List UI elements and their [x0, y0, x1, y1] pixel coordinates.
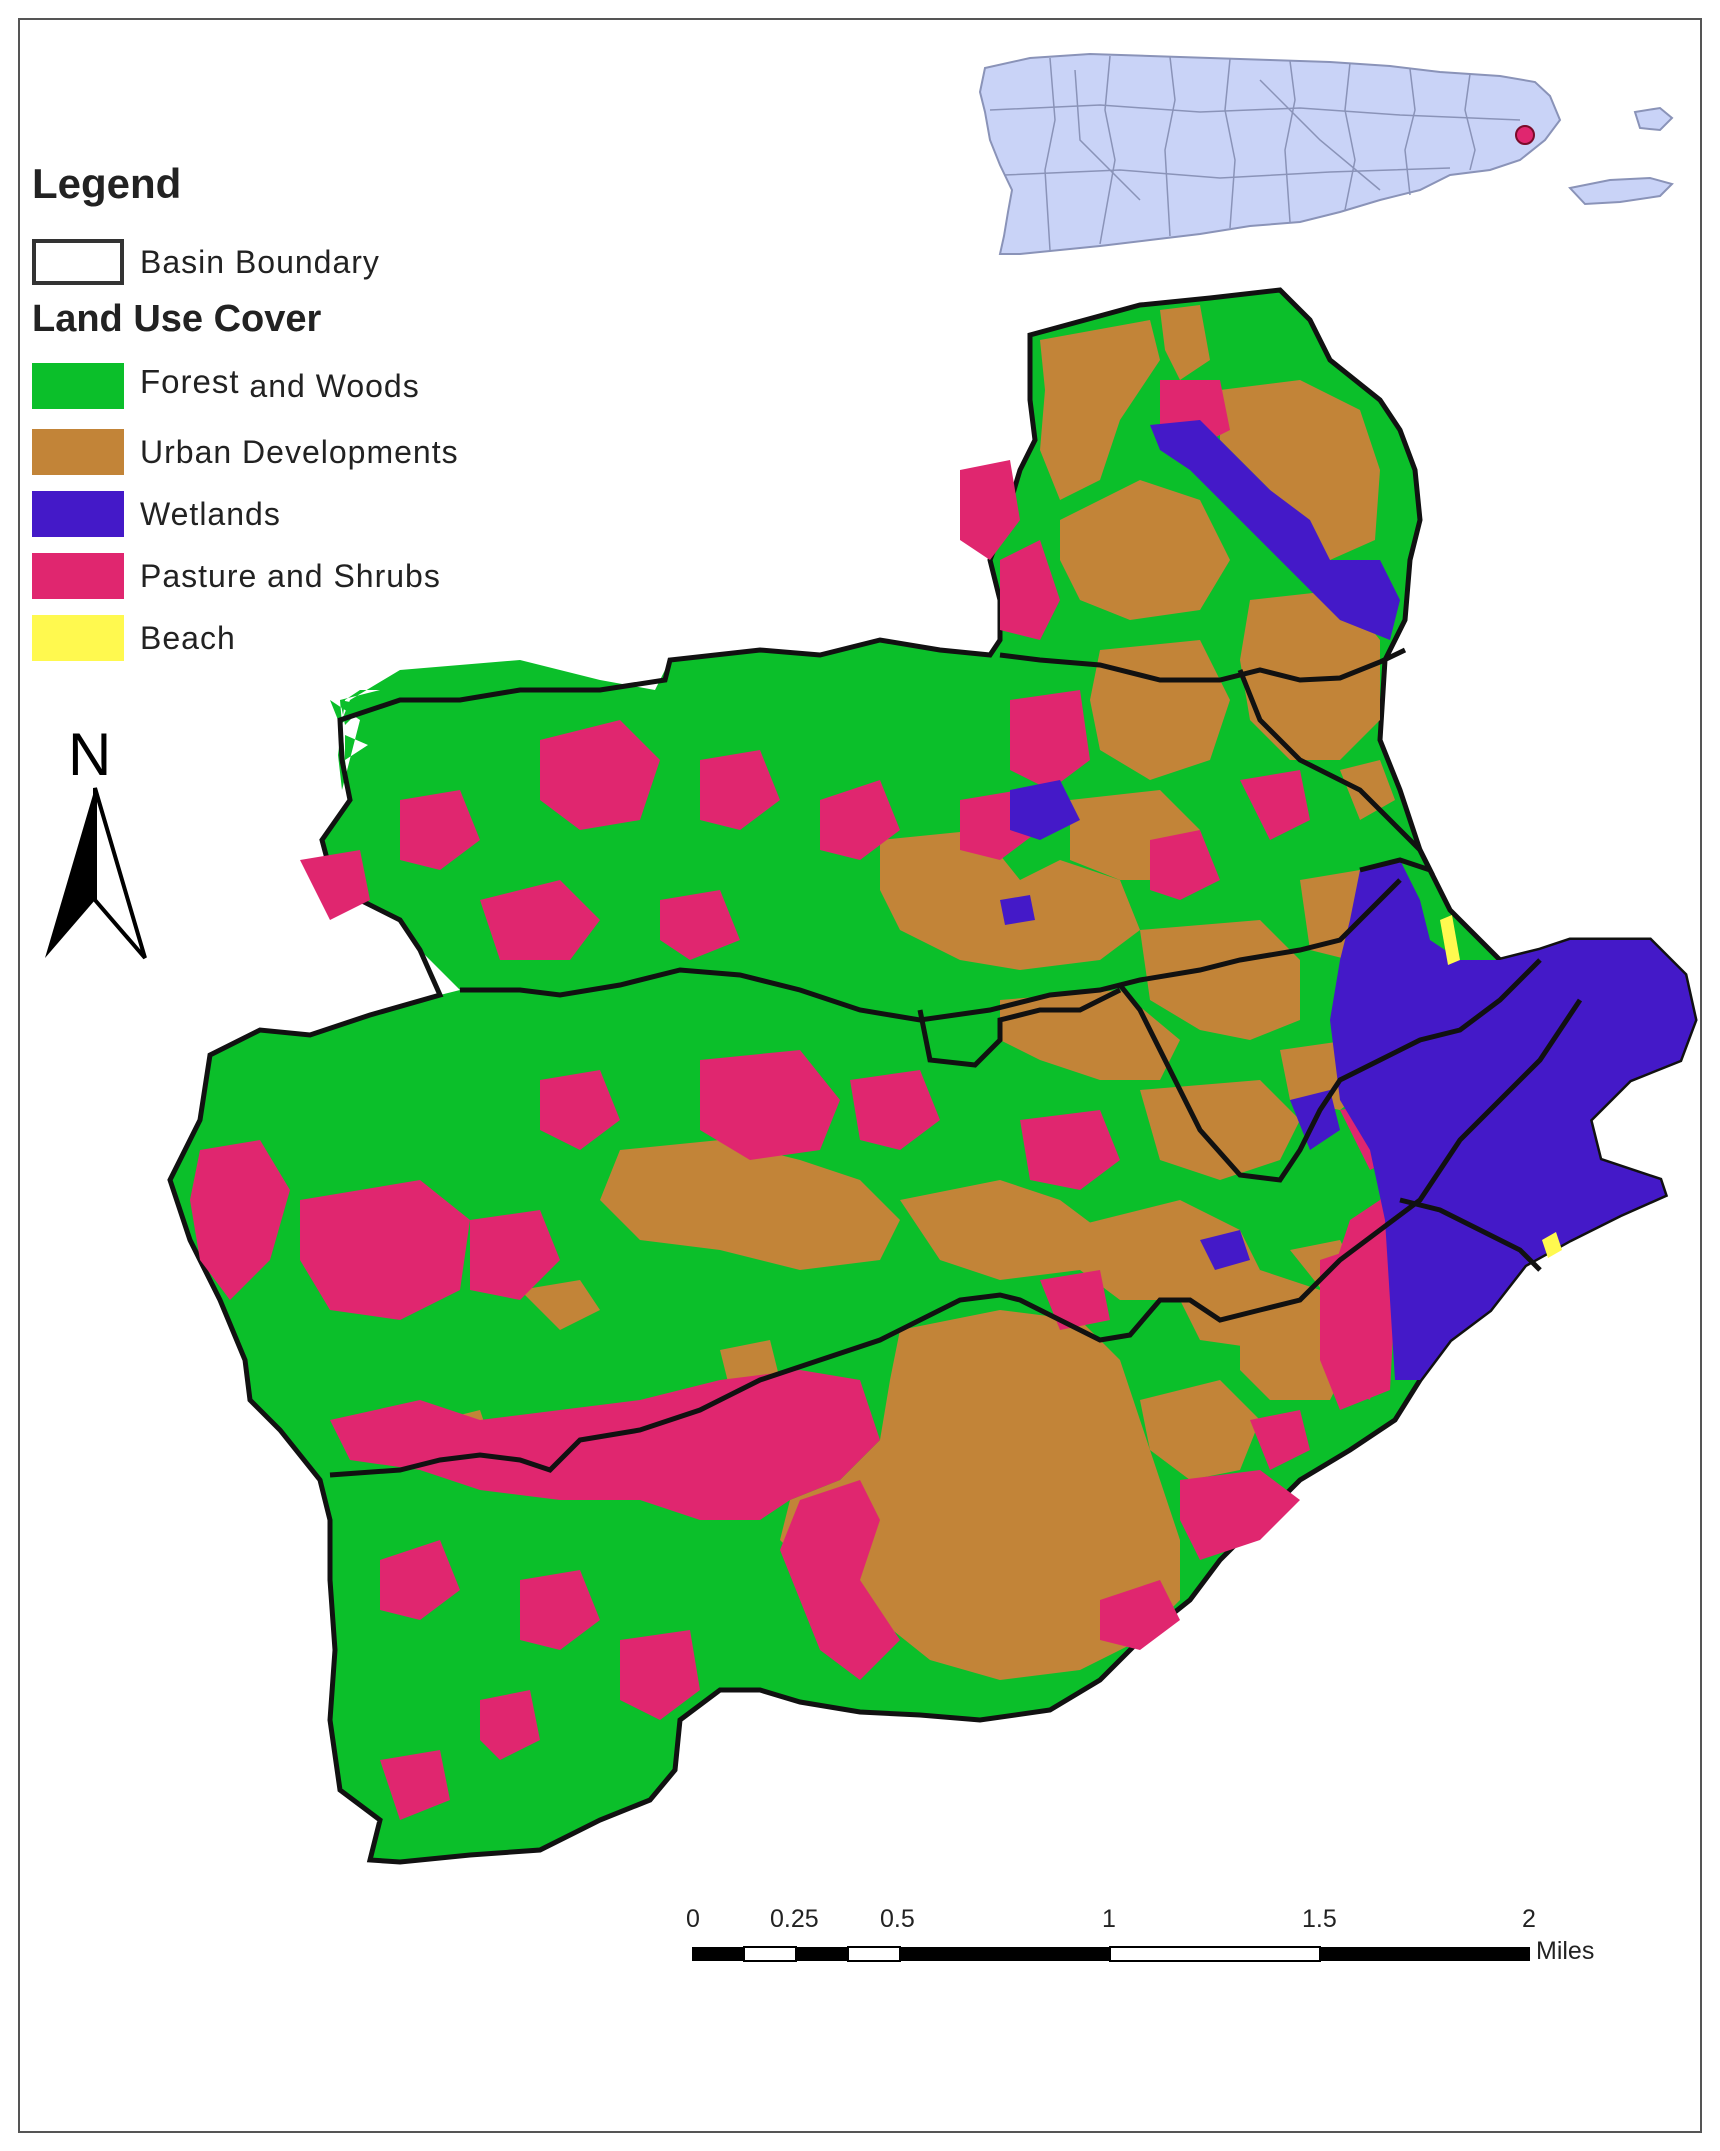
pasture-swatch: [32, 553, 124, 599]
inset-study-area-marker: [1515, 125, 1535, 145]
legend-label-urban: Urban Developments: [140, 433, 459, 470]
scale-tick-0: 0: [686, 1905, 700, 1933]
legend-label-basin-boundary: Basin Boundary: [140, 243, 380, 280]
beach-patches: [1440, 915, 1562, 1258]
forest-swatch: [32, 363, 124, 409]
legend-row-basin-boundary: Basin Boundary: [32, 236, 380, 288]
legend-label-pasture: Pasture and Shrubs: [140, 557, 441, 594]
legend-section-title: Land Use Cover: [32, 298, 322, 340]
scale-tick-15: 1.5: [1302, 1905, 1337, 1933]
legend-title: Legend: [32, 160, 182, 207]
scale-tick-05: 0.5: [880, 1905, 915, 1933]
inset-culebra-island: [1633, 106, 1674, 132]
scale-tick-1: 1: [1102, 1905, 1116, 1933]
inset-mainland: [978, 52, 1562, 255]
scale-tick-2: 2: [1522, 1905, 1536, 1933]
wetlands-swatch: [32, 491, 124, 537]
inset-map: [978, 52, 1674, 255]
north-arrow-icon: [45, 787, 147, 960]
land-use-patches: [190, 305, 1695, 1820]
pasture-patches: [190, 380, 1410, 1820]
legend-label-forest: Forest and Woods: [140, 363, 420, 404]
north-letter: N: [68, 721, 112, 788]
inset-municipal-lines: [989, 55, 1521, 251]
north-arrow: N: [40, 720, 150, 960]
legend-row-urban: Urban Developments: [32, 426, 459, 478]
scale-tick-025: 0.25: [770, 1905, 819, 1933]
legend-label-wetlands: Wetlands: [140, 495, 281, 532]
basin-boundary-swatch: [32, 239, 124, 285]
beach-swatch: [32, 615, 124, 661]
legend-label-beach: Beach: [140, 619, 236, 656]
scale-bar: 0 0.25 0.5 1 1.5 2 Miles: [686, 1905, 1594, 1965]
legend-row-wetlands: Wetlands: [32, 488, 281, 540]
legend-row-forest: Forest and Woods: [32, 360, 420, 412]
urban-swatch: [32, 429, 124, 475]
legend-row-beach: Beach: [32, 612, 236, 664]
scale-unit: Miles: [1536, 1937, 1595, 1965]
scale-bar-graphic: [692, 1946, 1530, 1962]
inset-vieques-island: [1568, 176, 1674, 206]
sub-basin-boundaries: [329, 647, 1583, 1478]
legend-row-pasture: Pasture and Shrubs: [32, 550, 441, 602]
